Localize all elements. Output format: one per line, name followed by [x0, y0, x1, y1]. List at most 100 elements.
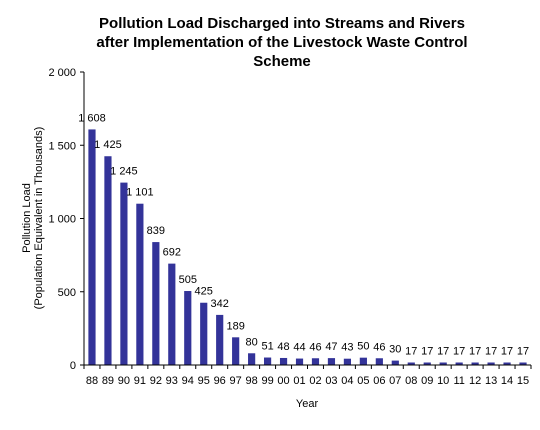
data-label: 17	[501, 346, 513, 358]
x-tick-label: 96	[214, 375, 226, 387]
bar	[104, 156, 112, 365]
bar	[295, 358, 304, 365]
bar	[407, 362, 415, 365]
y-tick-label: 2 000	[48, 67, 76, 79]
x-tick-label: 03	[325, 375, 337, 387]
bar	[248, 353, 256, 365]
x-tick-label: 02	[309, 375, 321, 387]
data-label: 80	[246, 336, 258, 348]
data-label: 692	[163, 247, 181, 259]
y-axis-title-line-2: (Population Equivalent in Thousands)	[33, 127, 45, 310]
y-tick-label: 1 000	[48, 214, 76, 226]
bar	[359, 357, 367, 365]
y-axis-ticks: 0 500 1 000 1 500 2 000	[48, 67, 84, 372]
data-label: 425	[195, 286, 213, 298]
x-tick-label: 99	[261, 375, 273, 387]
x-tick-label: 15	[517, 375, 529, 387]
bar	[375, 358, 383, 365]
bar	[311, 358, 320, 365]
x-tick-label: 10	[437, 375, 449, 387]
x-tick-label: 90	[118, 375, 130, 387]
x-tick-label: 95	[198, 375, 210, 387]
bar	[519, 362, 527, 365]
bar	[423, 362, 431, 365]
data-label: 505	[179, 274, 197, 286]
x-tick-label: 01	[293, 375, 305, 387]
data-label: 17	[485, 346, 497, 358]
x-tick-label: 12	[469, 375, 481, 387]
bar	[184, 291, 192, 365]
bar	[279, 357, 288, 365]
data-label: 342	[211, 298, 229, 310]
bar	[471, 362, 479, 365]
chart-title: Pollution Load Discharged into Streams a…	[96, 15, 467, 70]
bar	[503, 362, 511, 365]
bar	[487, 362, 495, 365]
data-label: 50	[357, 341, 369, 353]
x-tick-label: 93	[166, 375, 178, 387]
bar	[439, 362, 447, 365]
x-tick-label: 00	[277, 375, 289, 387]
data-label: 17	[453, 346, 465, 358]
y-tick-label: 1 500	[48, 140, 76, 152]
x-tick-label: 06	[373, 375, 385, 387]
data-label: 1 425	[94, 139, 122, 151]
bar	[120, 182, 128, 365]
bar	[232, 337, 240, 365]
x-tick-label: 91	[134, 375, 146, 387]
bar	[168, 263, 176, 365]
chart-title-line-3: Scheme	[253, 53, 311, 70]
bar	[216, 314, 224, 365]
bar	[136, 203, 144, 365]
data-label: 17	[405, 346, 417, 358]
x-tick-label: 89	[102, 375, 114, 387]
data-label: 189	[226, 320, 244, 332]
y-axis-title-line-1: Pollution Load	[21, 183, 33, 253]
x-tick-label: 94	[182, 375, 194, 387]
data-label: 17	[437, 346, 449, 358]
data-label: 1 101	[126, 187, 154, 199]
bar	[391, 360, 399, 365]
x-tick-label: 11	[453, 375, 464, 387]
x-tick-label: 97	[230, 375, 242, 387]
x-tick-label: 14	[501, 375, 513, 387]
x-tick-label: 04	[341, 375, 353, 387]
data-label: 48	[277, 341, 289, 353]
bar	[455, 362, 463, 365]
data-label: 1 245	[110, 166, 138, 178]
x-tick-label: 88	[86, 375, 98, 387]
x-tick-label: 05	[357, 375, 369, 387]
x-tick-label: 92	[150, 375, 162, 387]
bar	[263, 357, 272, 365]
data-label: 17	[517, 346, 529, 358]
data-label: 47	[325, 341, 337, 353]
data-label: 30	[389, 344, 401, 356]
data-label: 46	[373, 341, 385, 353]
x-axis-title: Year	[296, 398, 319, 410]
y-tick-label: 500	[58, 287, 76, 299]
x-tick-label: 07	[389, 375, 401, 387]
chart-title-line-1: Pollution Load Discharged into Streams a…	[99, 15, 465, 32]
y-tick-label: 0	[70, 360, 76, 372]
x-tick-label: 08	[405, 375, 417, 387]
y-axis-title: Pollution Load (Population Equivalent in…	[21, 127, 45, 310]
data-label: 43	[341, 342, 353, 354]
bar	[200, 302, 208, 365]
data-label: 839	[147, 225, 165, 237]
x-tick-label: 09	[421, 375, 433, 387]
bar	[327, 358, 336, 365]
data-label: 17	[469, 346, 481, 358]
data-label: 46	[309, 341, 321, 353]
data-label: 51	[261, 341, 273, 353]
data-label: 44	[293, 342, 305, 354]
data-label: 17	[421, 346, 433, 358]
bar	[343, 358, 352, 365]
bar	[152, 242, 160, 365]
x-tick-label: 98	[246, 375, 258, 387]
bars	[88, 129, 527, 365]
x-tick-label: 13	[485, 375, 497, 387]
chart-title-line-2: after Implementation of the Livestock Wa…	[96, 34, 467, 51]
data-label: 1 608	[78, 112, 106, 124]
